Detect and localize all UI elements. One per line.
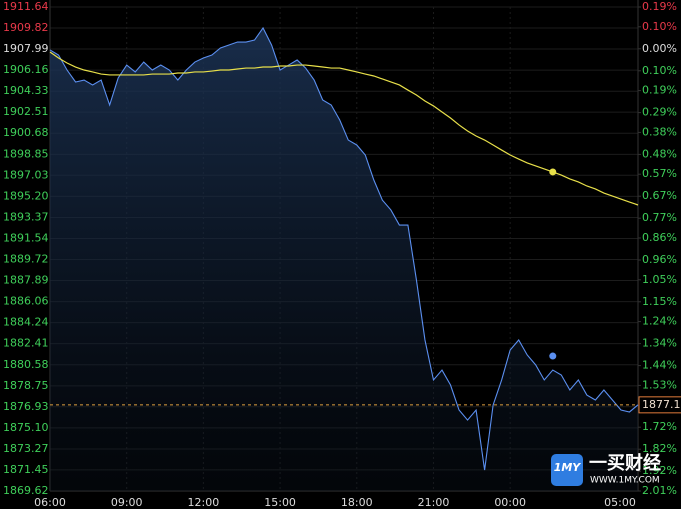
- y-tick-label: 1869.62: [3, 484, 49, 497]
- y-tick-label: 1878.75: [3, 379, 49, 392]
- y-tick-label: 1900.68: [3, 126, 49, 139]
- logo-url: WWW.1MY.COM: [590, 476, 660, 486]
- y2-tick-label: 0.96%: [642, 253, 677, 266]
- line: [49, 51, 639, 206]
- y-tick-label: 1875.10: [3, 421, 49, 434]
- y2-tick-label: 0.38%: [642, 125, 677, 138]
- y2-tick-label: 0.67%: [642, 189, 677, 202]
- y-tick-label: 1906.16: [3, 63, 49, 76]
- marker-dot: [549, 352, 557, 360]
- logo-icon-text: 1MY: [554, 461, 582, 474]
- logo-name: 一买财经: [589, 452, 661, 474]
- x-tick-label: 05:00: [604, 496, 636, 509]
- y2-tick-label: 0.29%: [642, 106, 677, 119]
- y-tick-label: 1895.20: [3, 189, 49, 202]
- y-tick-label: 1880.58: [3, 358, 49, 371]
- last-price-box: [638, 396, 681, 414]
- y2-tick-label: 1.34%: [642, 337, 677, 350]
- y-tick-label: 1887.89: [3, 274, 49, 287]
- y2-tick-label: 0.57%: [642, 167, 677, 180]
- y-tick-label: 1889.72: [3, 252, 49, 265]
- y2-tick-label: 0.10%: [642, 20, 677, 33]
- y2-tick-label: 1.15%: [642, 295, 677, 308]
- y2-tick-label: 1.24%: [642, 315, 677, 328]
- y-tick-label: 1873.27: [3, 442, 49, 455]
- area: [50, 27, 638, 492]
- x-tick-label: 18:00: [341, 496, 373, 509]
- x-tick-label: 00:00: [494, 496, 526, 509]
- y-tick-label: 1884.24: [3, 316, 49, 329]
- y2-tick-label: 1.82%: [642, 442, 677, 455]
- y2-tick-label: 0.86%: [642, 231, 677, 244]
- y2-tick-label: 0.77%: [642, 211, 677, 224]
- y2-tick-label: 1.53%: [642, 378, 677, 391]
- y-tick-label: 1891.54: [3, 232, 49, 245]
- y-tick-label: 1898.85: [3, 147, 49, 160]
- y-tick-label: 1897.03: [3, 168, 49, 181]
- y2-tick-label: 0.48%: [642, 147, 677, 160]
- x-tick-label: 15:00: [264, 496, 296, 509]
- y-tick-label: 1902.51: [3, 105, 49, 118]
- y-tick-label: 1871.45: [3, 463, 49, 476]
- y2-tick-label: 1.72%: [642, 420, 677, 433]
- y2-tick-label: 0.10%: [642, 64, 677, 77]
- y2-tick-label: 0.00%: [642, 42, 677, 55]
- x-tick-label: 21:00: [418, 496, 450, 509]
- x-tick-label: 09:00: [111, 496, 143, 509]
- line: [49, 26, 639, 471]
- y2-tick-label: 2.01%: [642, 484, 677, 497]
- y2-tick-label: 1.92%: [642, 464, 677, 477]
- y-tick-label: 1886.06: [3, 295, 49, 308]
- y-tick-label: 1882.41: [3, 337, 49, 350]
- y2-tick-label: 1.44%: [642, 359, 677, 372]
- y2-tick-label: 1.05%: [642, 273, 677, 286]
- y-tick-label: 1911.64: [3, 0, 49, 13]
- watermark: 1MY 一买财经 WWW.1MY.COM: [551, 452, 661, 486]
- y2-tick-label: 0.19%: [642, 0, 677, 13]
- y2-tick-label: 0.19%: [642, 84, 677, 97]
- logo-icon-bg: [551, 454, 583, 486]
- x-tick-label: 12:00: [188, 496, 220, 509]
- marker-dot: [549, 168, 557, 176]
- y-tick-label: 1909.82: [3, 21, 49, 34]
- x-tick-label: 06:00: [34, 496, 66, 509]
- y-tick-label: 1907.99: [3, 42, 49, 55]
- y-tick-label: 1893.37: [3, 210, 49, 223]
- y-tick-label: 1904.33: [3, 84, 49, 97]
- y-tick-label: 1876.93: [3, 400, 49, 413]
- last-price-label: 1877.1: [642, 398, 681, 411]
